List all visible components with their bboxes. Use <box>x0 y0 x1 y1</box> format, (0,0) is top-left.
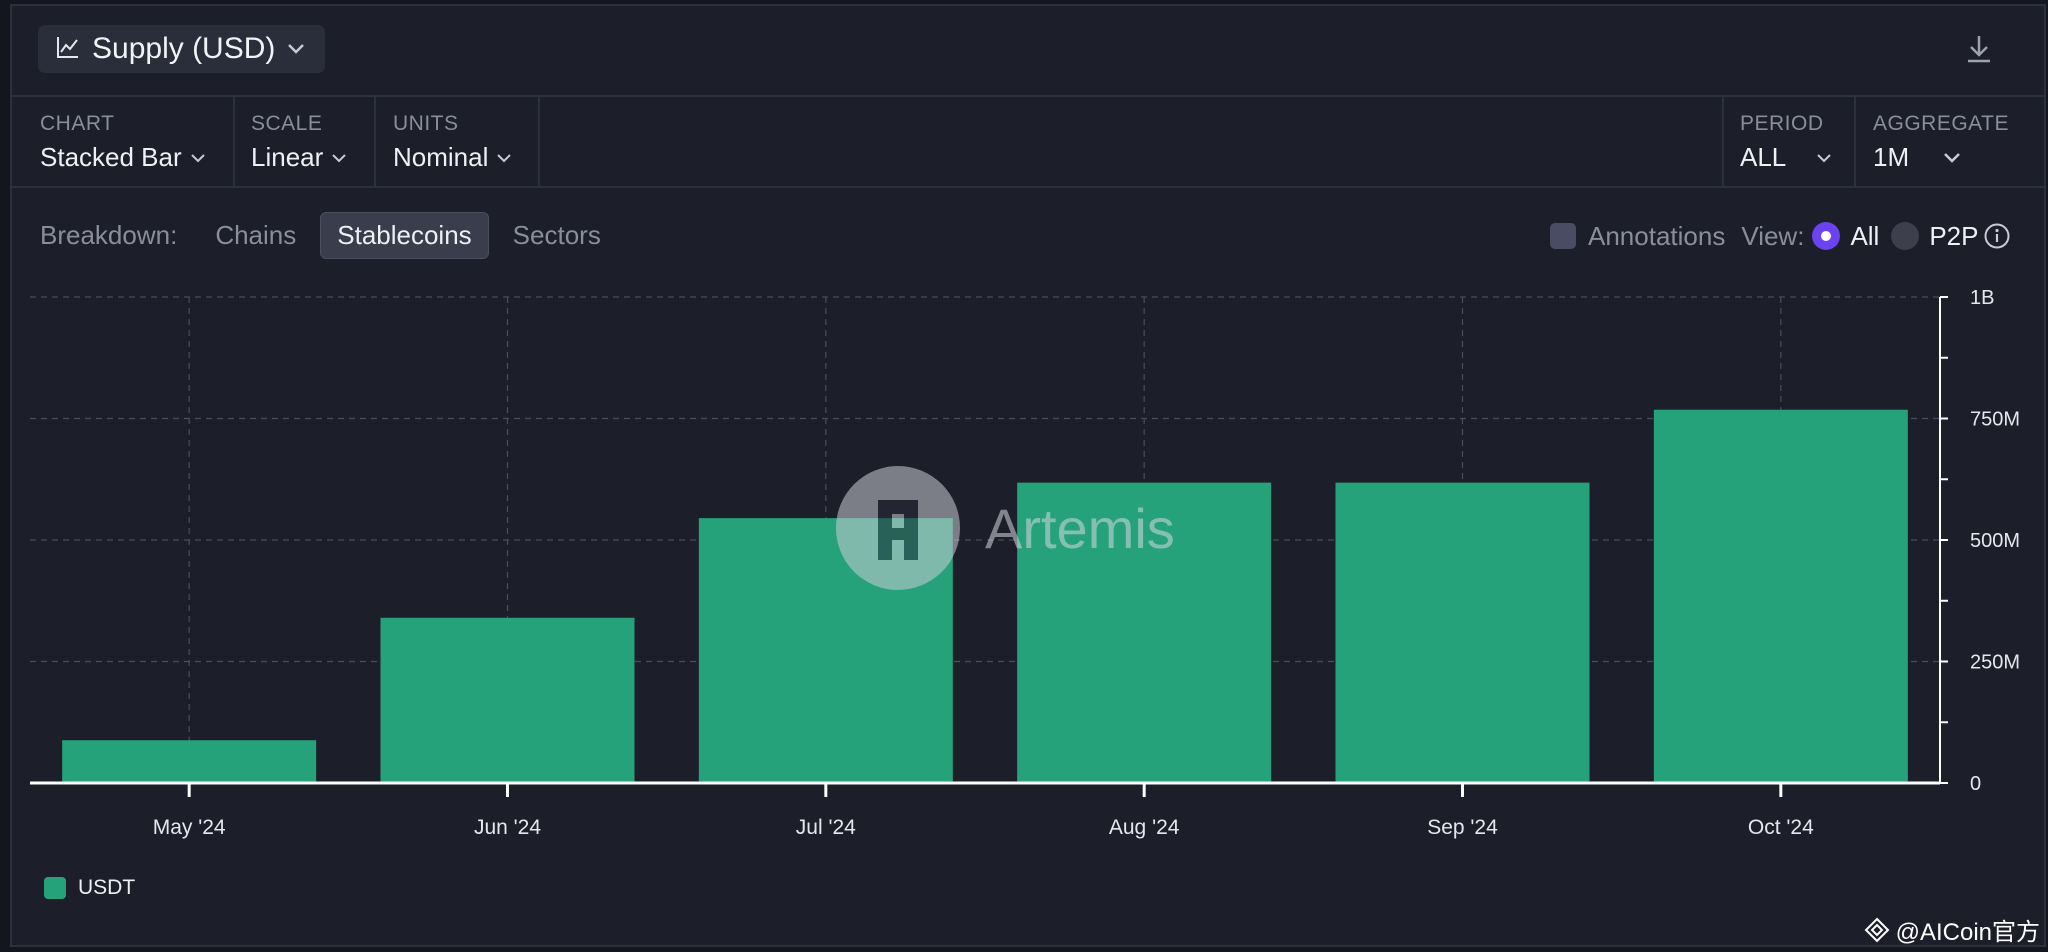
legend-label-usdt: USDT <box>78 876 136 899</box>
credit-text: @AICoin官方 <box>1895 919 2040 946</box>
period-control: PERIOD ALL <box>1740 112 1832 173</box>
chevron-down-icon <box>190 153 205 162</box>
legend: USDT <box>44 876 135 900</box>
divider <box>1722 97 1724 186</box>
metric-title: Supply (USD) <box>92 32 276 65</box>
units-value: Nominal <box>393 142 489 172</box>
annotations-label: Annotations <box>1588 220 1726 251</box>
x-tick-label: Sep '24 <box>1427 816 1498 839</box>
x-tick-label: Aug '24 <box>1109 816 1180 839</box>
view-all-label: All <box>1850 220 1880 251</box>
axes: May '24 Jun '24 Jul '24 Aug '24 Sep '24 Oct '… <box>30 287 2020 839</box>
bar-usdt-5 <box>1653 409 1908 783</box>
bar-usdt-4 <box>1335 482 1590 783</box>
breakdown-option-sectors[interactable]: Sectors <box>512 219 601 250</box>
scale-value: Linear <box>251 142 324 172</box>
chart-type-value: Stacked Bar <box>40 142 182 172</box>
metric-selector-button[interactable]: Supply (USD) <box>38 25 325 73</box>
x-tick-label: Jun '24 <box>474 816 541 839</box>
breakdown-option-stablecoins[interactable]: Stablecoins <box>320 211 489 259</box>
x-tick-label: Oct '24 <box>1748 816 1814 839</box>
view-controls: Annotations View: All P2P <box>1550 214 2011 258</box>
chevron-down-icon <box>332 153 346 162</box>
artemis-watermark: Artemis <box>836 466 1175 590</box>
y-tick-label: 750M <box>1970 409 2020 431</box>
chart-type-label: CHART <box>40 112 115 135</box>
divider <box>374 97 376 186</box>
download-icon[interactable] <box>1962 32 1996 66</box>
bar-usdt-1 <box>380 617 635 783</box>
view-label: View: <box>1741 220 1805 251</box>
aggregate-control: AGGREGATE 1M <box>1873 112 2009 173</box>
x-tick-label: May '24 <box>153 816 226 839</box>
header-divider <box>10 95 2046 97</box>
scale-label: SCALE <box>251 112 323 135</box>
annotations-checkbox[interactable] <box>1550 223 1576 249</box>
units-dropdown[interactable]: Nominal <box>393 142 512 173</box>
divider <box>233 97 235 186</box>
period-label: PERIOD <box>1740 112 1824 135</box>
y-tick-label: 1B <box>1970 287 1994 309</box>
period-value: ALL <box>1740 142 1787 172</box>
chevron-down-icon <box>287 43 305 55</box>
breakdown-option-chains[interactable]: Chains <box>215 219 297 250</box>
x-tick-label: Jul '24 <box>796 816 856 839</box>
bars <box>62 409 1908 783</box>
legend-swatch-usdt <box>44 877 66 899</box>
view-all-radio[interactable] <box>1812 222 1841 250</box>
period-dropdown[interactable]: ALL <box>1740 142 1832 173</box>
view-p2p-label: P2P <box>1929 220 1979 251</box>
divider <box>1854 97 1856 186</box>
y-tick-label: 250M <box>1970 652 2020 674</box>
credit: @AICoin官方 <box>1864 912 2040 947</box>
scale-dropdown[interactable]: Linear <box>251 142 347 173</box>
aggregate-value: 1M <box>1873 142 1910 172</box>
y-tick-label: 0 <box>1970 773 1981 795</box>
breakdown-label: Breakdown: <box>40 219 178 250</box>
divider <box>538 97 540 186</box>
units-label: UNITS <box>393 112 459 135</box>
info-icon[interactable] <box>1983 222 2011 250</box>
aggregate-label: AGGREGATE <box>1873 112 2009 135</box>
bar-usdt-0 <box>62 740 317 783</box>
chart-type-dropdown[interactable]: Stacked Bar <box>40 142 206 173</box>
binance-diamond-icon <box>1864 917 1890 942</box>
chevron-down-icon <box>497 153 512 162</box>
watermark-text: Artemis <box>985 497 1175 560</box>
chevron-down-icon <box>1944 153 1961 163</box>
chevron-down-icon <box>1817 153 1831 162</box>
breakdown-bar: Breakdown: Chains Stablecoins Sectors <box>40 211 625 259</box>
chart-type-control: CHART Stacked Bar <box>40 112 206 173</box>
units-control: UNITS Nominal <box>393 112 512 173</box>
bar-usdt-3 <box>1017 482 1272 783</box>
aggregate-dropdown[interactable]: 1M <box>1873 142 2009 173</box>
line-chart-icon <box>56 35 80 64</box>
controls-divider <box>10 186 2046 188</box>
view-p2p-radio[interactable] <box>1891 222 1920 250</box>
watermark-logo-mark <box>878 500 918 560</box>
y-tick-label: 500M <box>1970 530 2020 552</box>
scale-control: SCALE Linear <box>251 112 347 173</box>
